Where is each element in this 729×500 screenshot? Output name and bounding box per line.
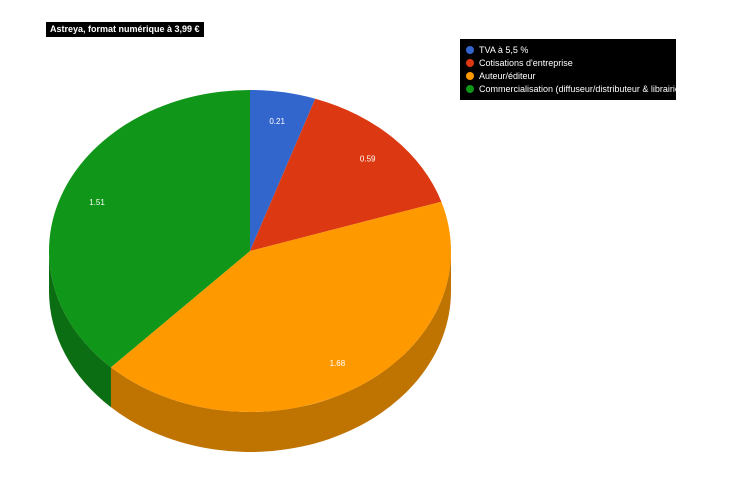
slice-value-label-cotisations: 0.59 bbox=[360, 155, 376, 164]
chart-title: Astreya, format numérique à 3,99 € bbox=[46, 22, 204, 37]
legend-swatch-cotisations bbox=[466, 58, 474, 67]
slice-value-label-auteur: 1.68 bbox=[330, 359, 346, 368]
legend-label-auteur: Auteur/éditeur bbox=[479, 70, 536, 81]
pie-slice-tva[interactable] bbox=[250, 90, 316, 251]
pie-slice-commercialisation[interactable] bbox=[48, 90, 251, 368]
legend-item-commercialisation[interactable]: Commercialisation (diffuseur/distributeu… bbox=[466, 82, 683, 95]
pie-side-commercialisation bbox=[49, 251, 111, 408]
pie-slice-cotisations[interactable] bbox=[250, 98, 442, 252]
legend: TVA à 5,5 % Cotisations d'entreprise Aut… bbox=[460, 39, 683, 100]
legend-item-cotisations[interactable]: Cotisations d'entreprise bbox=[466, 56, 670, 69]
legend-item-tva[interactable]: TVA à 5,5 % bbox=[466, 43, 670, 56]
legend-label-cotisations: Cotisations d'entreprise bbox=[479, 57, 573, 68]
legend-item-auteur[interactable]: Auteur/éditeur bbox=[466, 69, 670, 82]
legend-swatch-auteur bbox=[466, 71, 474, 80]
legend-swatch-tva bbox=[466, 45, 474, 54]
legend-label-tva: TVA à 5,5 % bbox=[479, 44, 529, 55]
slice-value-label-tva: 0.21 bbox=[269, 117, 285, 126]
pie-slice-auteur[interactable] bbox=[110, 201, 452, 413]
slice-value-label-commercialisation: 1.51 bbox=[89, 198, 105, 207]
legend-label-commercialisation: Commercialisation (diffuseur/distributeu… bbox=[479, 83, 683, 94]
pie-side-auteur bbox=[110, 251, 452, 453]
legend-swatch-commercialisation bbox=[466, 84, 474, 93]
